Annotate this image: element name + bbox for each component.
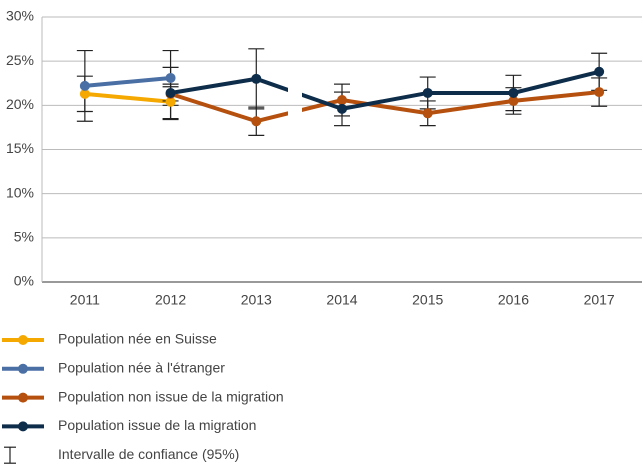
line <box>169 90 600 124</box>
line <box>84 91 171 104</box>
line <box>170 69 600 111</box>
legend-swatch <box>18 363 28 374</box>
point <box>165 96 176 107</box>
point <box>422 108 433 119</box>
series <box>169 90 600 124</box>
y-tick-label: 25% <box>6 52 34 68</box>
legend-label: Population issue de la migration <box>58 417 256 433</box>
point <box>337 95 347 106</box>
point <box>251 116 262 127</box>
legend-label: Intervalle de confiance (95%) <box>58 446 239 462</box>
point <box>165 87 176 98</box>
x-tick-label: 2016 <box>498 292 529 308</box>
x-tick-label: 2012 <box>155 292 186 308</box>
line <box>84 75 171 88</box>
y-tick-label: 0% <box>14 273 34 289</box>
legend-swatch <box>18 335 28 345</box>
y-tick-label: 15% <box>6 140 34 156</box>
point <box>422 87 433 98</box>
x-tick-label: 2015 <box>412 292 443 308</box>
legend-swatch <box>18 421 28 432</box>
legend-swatch <box>18 392 28 403</box>
x-tick-label: 2011 <box>70 292 100 308</box>
legend-label: Population non issue de la migration <box>58 388 284 404</box>
point <box>79 88 90 99</box>
y-tick-label: 20% <box>6 96 34 112</box>
y-tick-label: 10% <box>6 184 34 200</box>
legend-label: Population née à l'étranger <box>58 360 225 376</box>
point <box>594 87 605 98</box>
point <box>79 80 90 91</box>
x-tick-label: 2017 <box>584 292 615 308</box>
series <box>84 75 171 88</box>
y-tick-label: 5% <box>14 229 34 245</box>
point <box>508 95 519 106</box>
x-tick-label: 2014 <box>326 292 357 308</box>
point <box>165 72 176 83</box>
series <box>170 69 600 111</box>
x-tick-label: 2013 <box>241 292 272 308</box>
point <box>594 66 605 77</box>
series <box>84 91 171 104</box>
point <box>337 103 347 114</box>
y-tick-label: 30% <box>6 8 34 24</box>
point <box>508 87 519 98</box>
legend-swatch <box>4 446 16 464</box>
legend-label: Population née en Suisse <box>58 331 217 347</box>
point <box>251 73 262 84</box>
